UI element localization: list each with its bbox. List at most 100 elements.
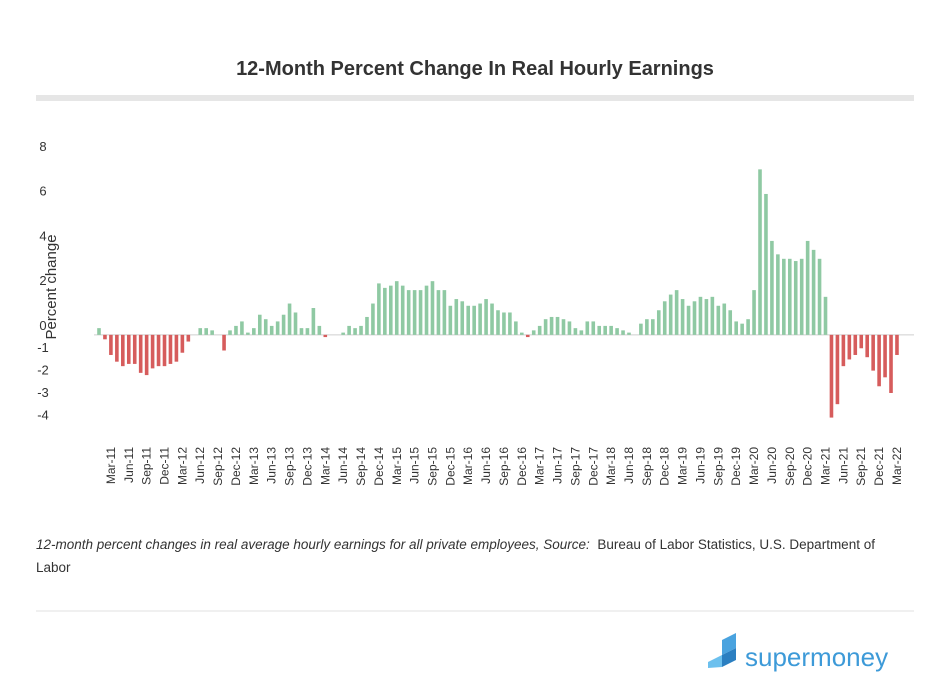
bar [782, 258, 786, 335]
bar [430, 281, 435, 335]
bar [371, 303, 375, 335]
bar [871, 334, 875, 371]
bar [144, 334, 149, 376]
bar [662, 301, 667, 335]
bar [740, 323, 744, 335]
bar [710, 296, 715, 335]
bar [722, 303, 727, 335]
bar [472, 305, 476, 335]
logo-text: supermoney [745, 642, 888, 672]
bar [263, 319, 268, 335]
bar [186, 334, 191, 342]
x-tick-label: Dec-15 [443, 447, 457, 486]
bar [573, 328, 578, 335]
bar [514, 321, 518, 335]
x-tick-label: Sep-15 [425, 447, 439, 486]
y-tick-label: 0 [39, 318, 46, 333]
bar [121, 334, 125, 367]
bar [442, 290, 447, 335]
bar [97, 328, 101, 335]
bar [388, 285, 393, 335]
bar [746, 319, 750, 335]
bar [561, 319, 566, 335]
bar [621, 330, 625, 335]
bar [651, 319, 655, 335]
x-tick-label: Mar-16 [461, 447, 475, 485]
bar [555, 316, 560, 335]
bar [508, 312, 512, 335]
bar [865, 334, 869, 358]
bar [299, 328, 304, 335]
bar [496, 310, 500, 335]
bar [132, 334, 137, 364]
bar [252, 328, 256, 335]
bar [103, 334, 107, 340]
bar [115, 334, 119, 362]
x-tick-label: Dec-12 [229, 447, 243, 486]
bar [323, 334, 328, 338]
bar [377, 283, 381, 335]
y-tick-label: -1 [37, 340, 49, 355]
x-tick-label: Sep-12 [211, 447, 225, 486]
bar [502, 312, 506, 335]
bar [353, 328, 357, 335]
bar [889, 334, 893, 393]
bar [246, 332, 250, 335]
bar [787, 258, 792, 335]
bar [168, 334, 173, 364]
x-tick-label: Jun-11 [122, 447, 136, 483]
bar [531, 330, 536, 335]
y-tick-label: -2 [37, 363, 49, 378]
x-tick-label: Mar-18 [604, 447, 618, 485]
bar [704, 299, 709, 335]
bar [793, 261, 798, 335]
x-tick-label: Dec-18 [658, 447, 672, 486]
bar [609, 325, 613, 335]
y-tick-label: -3 [37, 385, 49, 400]
bar [764, 193, 768, 335]
y-tick-label: 4 [39, 228, 46, 243]
bar [138, 334, 143, 373]
y-axis-label: Percent change [43, 234, 60, 339]
bar [597, 325, 602, 335]
bar [198, 328, 203, 335]
x-tick-label: Jun-20 [765, 447, 779, 484]
bar [674, 290, 679, 335]
bar [525, 334, 530, 338]
y-tick-label: -4 [37, 407, 49, 422]
bar [406, 290, 411, 335]
y-tick-label: 2 [39, 273, 46, 288]
bar [805, 240, 810, 335]
bar [228, 330, 232, 335]
x-tick-label: Jun-19 [693, 447, 707, 484]
bar [627, 332, 631, 335]
x-tick-label: Dec-20 [801, 447, 815, 486]
bar [734, 321, 738, 335]
bar [692, 301, 697, 335]
x-tick-label: Mar-12 [175, 447, 189, 485]
bar [454, 299, 459, 335]
bar [639, 323, 643, 335]
title-divider [36, 95, 914, 101]
bar [853, 334, 858, 355]
caption-italic: 12-month percent changes in real average… [36, 537, 590, 552]
bar [656, 310, 661, 335]
x-tick-label: Dec-14 [372, 447, 386, 486]
caption-source: Bureau of Labor Statistics, U.S. Departm… [36, 537, 875, 575]
bar [287, 303, 292, 335]
bar [817, 258, 822, 335]
bar [752, 290, 756, 335]
x-tick-label: Mar-13 [247, 447, 261, 485]
bar [859, 334, 864, 349]
x-tick-label: Sep-16 [497, 447, 511, 486]
x-tick-label: Dec-21 [872, 447, 886, 486]
x-tick-label: Mar-22 [890, 447, 904, 485]
bar [204, 328, 208, 335]
bar [585, 321, 590, 335]
bar [347, 325, 351, 335]
x-tick-label: Mar-20 [747, 447, 761, 485]
caption: 12-month percent changes in real average… [36, 533, 896, 579]
bar [603, 325, 607, 335]
